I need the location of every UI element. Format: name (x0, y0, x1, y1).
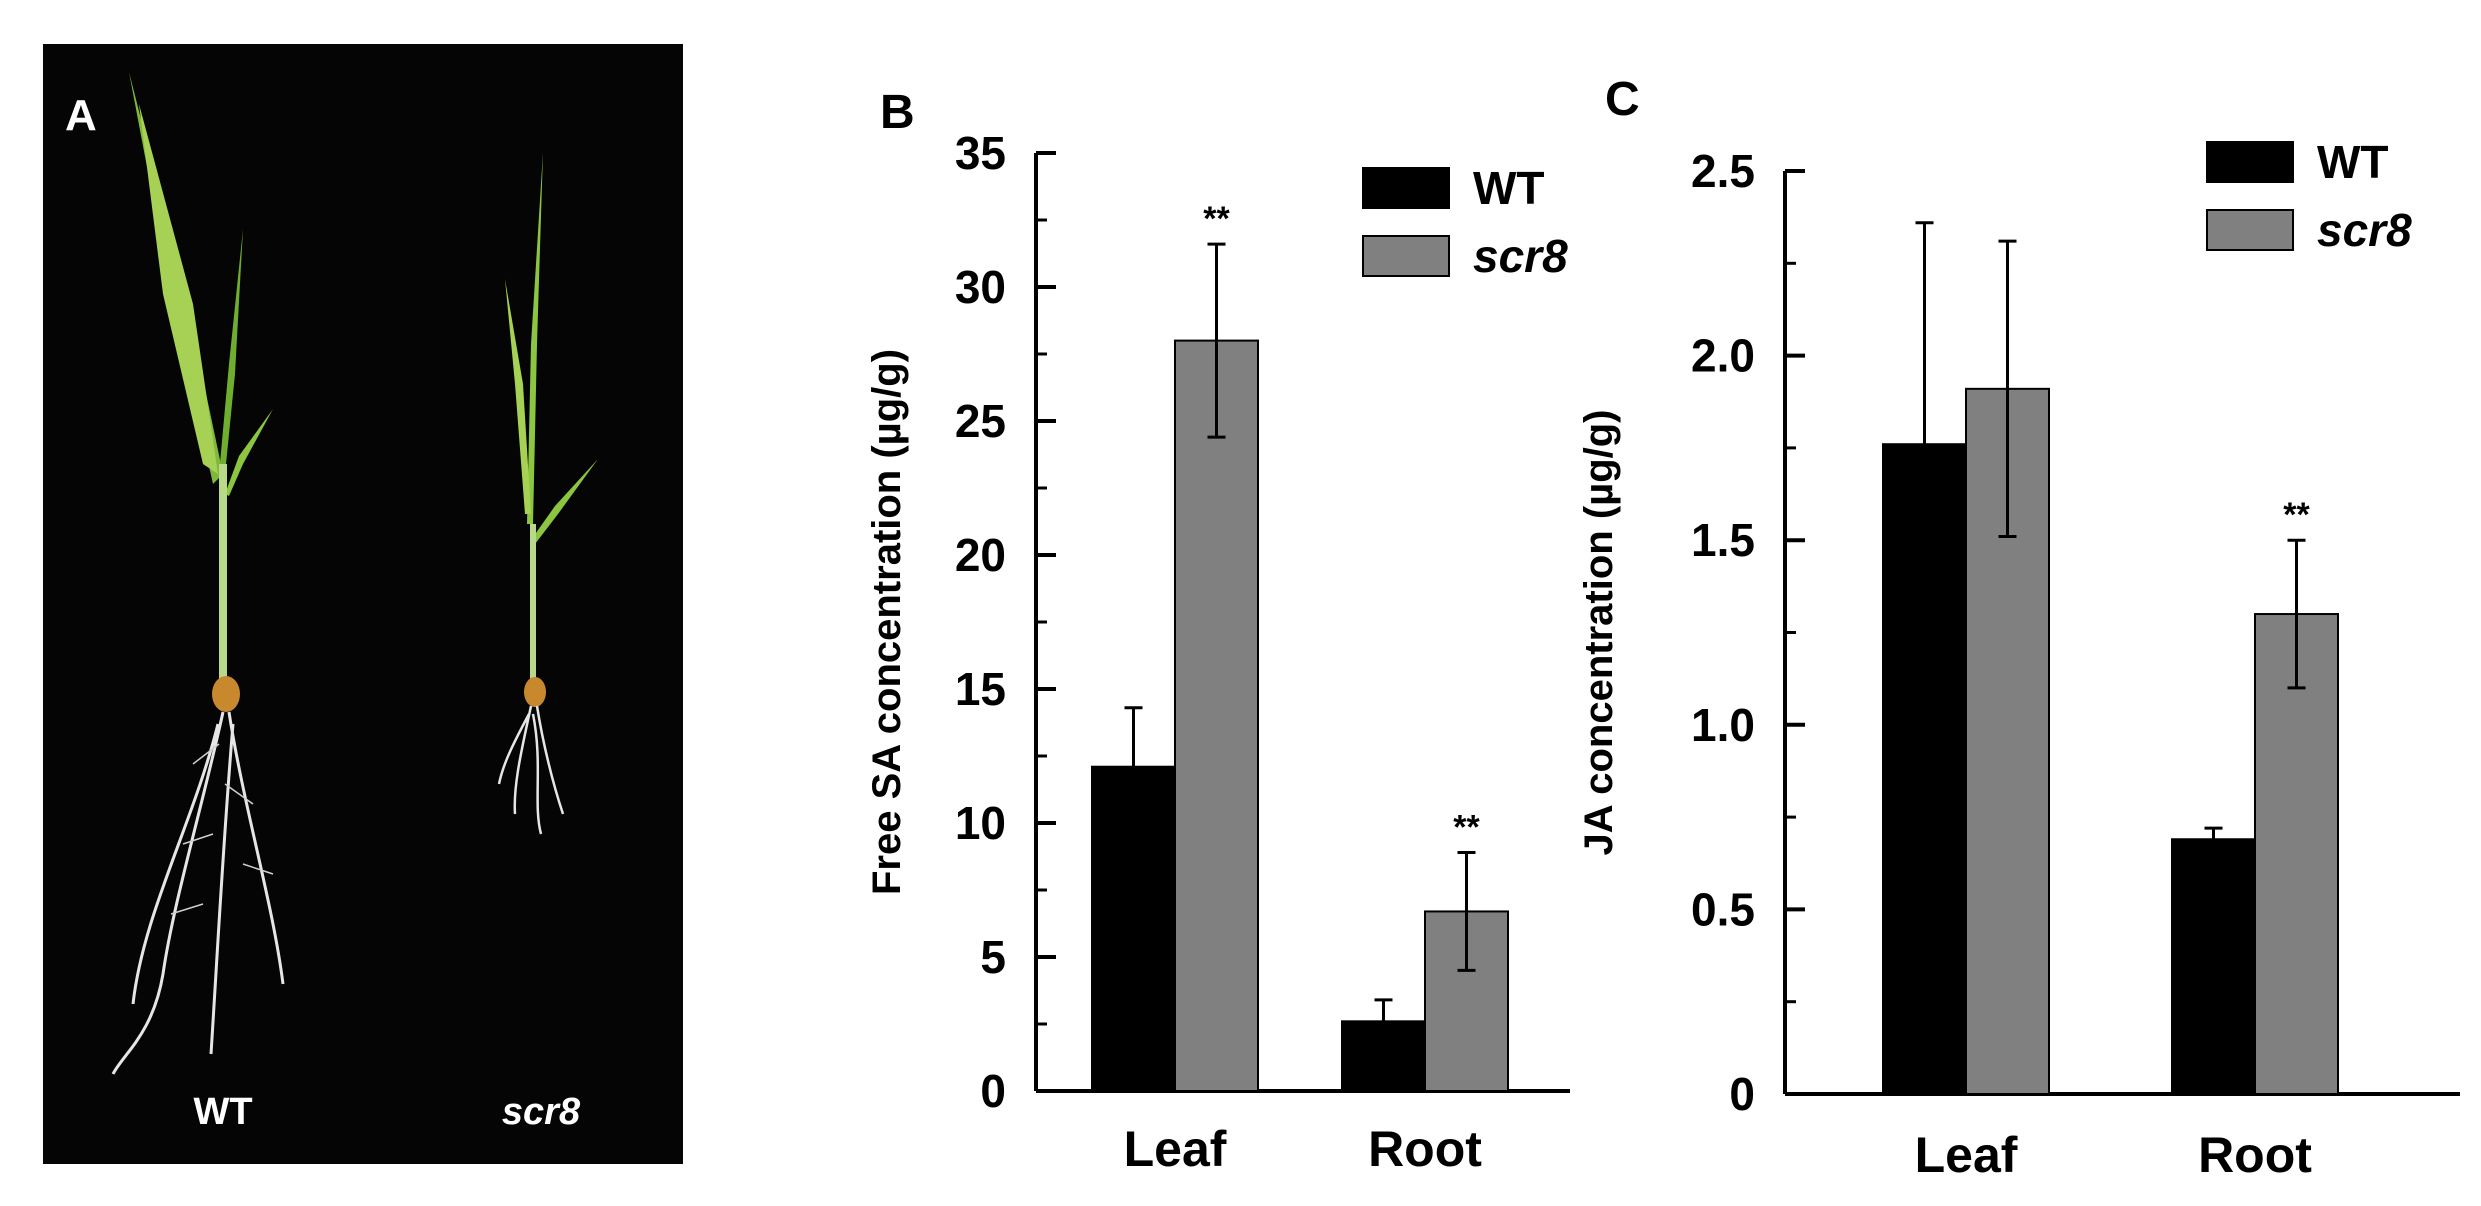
chart-c-y-tick-label: 1.0 (1691, 699, 1755, 751)
chart-b-legend-swatch-scr8 (1362, 235, 1450, 277)
chart-c-bar-root-wt (2171, 838, 2256, 1096)
wt-seedling (111, 72, 285, 1075)
chart-c-y-tick-label: 2.5 (1691, 145, 1755, 197)
chart-b-significance-marker: ** (1453, 808, 1480, 846)
chart-b-legend-label-scr8: scr8 (1473, 230, 1568, 282)
chart-c-legend-swatch-scr8 (2206, 209, 2294, 251)
chart-b-y-tick-label: 35 (955, 127, 1006, 179)
chart-b-legend-swatch-wt (1362, 167, 1450, 209)
chart-b-x-tick-label: Root (1368, 1121, 1482, 1177)
chart-b-y-axis-label: Free SA concentration (µg/g) (865, 349, 909, 895)
chart-b-y-tick-label: 0 (980, 1065, 1006, 1117)
chart-c-y-tick-label: 1.5 (1691, 514, 1755, 566)
chart-b-y-tick-label: 10 (955, 797, 1006, 849)
chart-b-y-tick-label: 15 (955, 663, 1006, 715)
chart-c-x-tick-label: Root (2198, 1127, 2312, 1183)
chart-c-legend-label-scr8: scr8 (2317, 204, 2412, 256)
chart-c-legend-label-wt: WT (2317, 136, 2389, 188)
seedling-photo-drawing: A WT scr8 (65, 72, 598, 1133)
panel-c-letter: C (1605, 73, 1640, 126)
chart-b-y-tick-label: 5 (980, 931, 1006, 983)
chart-c-y-tick-label: 2.0 (1691, 330, 1755, 382)
chart-b-significance-marker: ** (1203, 200, 1230, 238)
chart-b-y-tick-label: 30 (955, 261, 1006, 313)
chart-b-y-tick-label: 25 (955, 395, 1006, 447)
chart-c-y-axis-label: JA concentration (µg/g) (1577, 409, 1621, 855)
chart-c-y-tick-label: 0 (1729, 1068, 1755, 1120)
photo-label-scr8: scr8 (502, 1091, 581, 1133)
chart-c-y-tick-label: 0.5 (1691, 883, 1755, 935)
seedling-photo: A WT scr8 (43, 44, 683, 1164)
chart-c-legend-swatch-wt (2206, 141, 2294, 183)
panel-a-letter: A (65, 91, 97, 140)
photo-label-wt: WT (193, 1091, 252, 1133)
chart-c-significance-marker: ** (2283, 496, 2310, 534)
chart-b-bar-leaf-scr8 (1174, 339, 1259, 1093)
scr8-seedling (497, 152, 598, 835)
chart-c-bar-root-scr8 (2254, 613, 2339, 1095)
chart-b-y-tick-label: 20 (955, 529, 1006, 581)
chart-b-x-tick-label: Leaf (1124, 1121, 1227, 1177)
chart-b-legend-label-wt: WT (1473, 162, 1545, 214)
panel-b-letter: B (880, 86, 915, 139)
chart-c-x-tick-label: Leaf (1915, 1127, 2018, 1183)
